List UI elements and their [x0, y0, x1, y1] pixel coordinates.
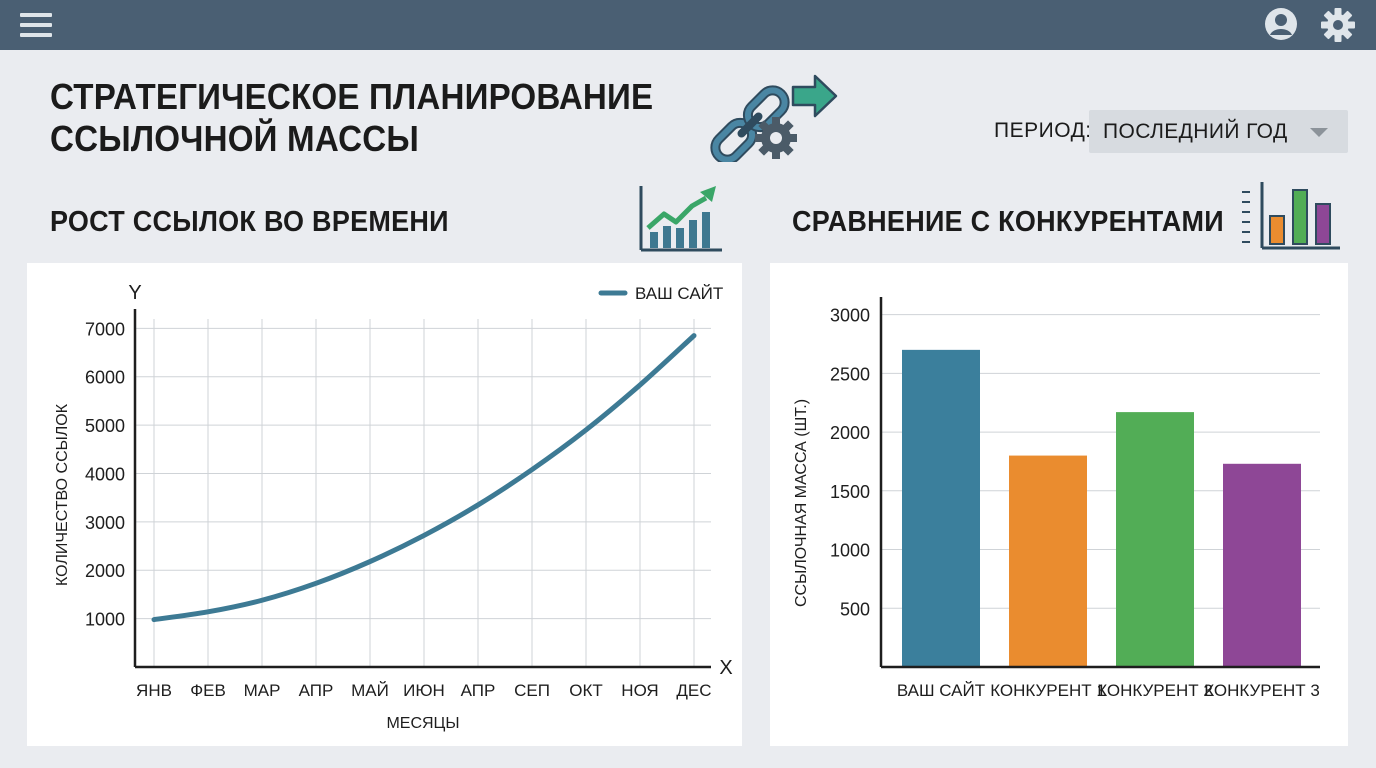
x-tick-label: ОКТ — [569, 681, 603, 700]
growth-chart-panel: 1000 2000 3000 4000 5000 6000 7000 ЯНВ ФЕВ МАР АП… — [27, 263, 742, 746]
y-tick-label: 2000 — [85, 561, 125, 581]
bars — [902, 349, 1301, 667]
comparison-chart-panel: 500 1000 1500 2000 2500 3000 ВАШ САЙТ КОНКУРЕН… — [770, 263, 1348, 746]
comparison-section-title: СРАВНЕНИЕ С КОНКУРЕНТАМИ — [792, 206, 1224, 238]
x-tick-label: ФЕВ — [190, 681, 226, 700]
growth-section-title: РОСТ ССЫЛОК ВО ВРЕМЕНИ — [50, 206, 449, 238]
y-tick-labels: 1000 2000 3000 4000 5000 6000 7000 — [85, 319, 125, 629]
y-tick-label: 1500 — [830, 482, 870, 502]
top-bar — [0, 0, 1376, 50]
x-tick-label: ВАШ САЙТ — [897, 681, 985, 700]
x-tick-label: АПР — [299, 681, 334, 700]
y-tick-label: 3000 — [830, 306, 870, 326]
y-tick-label: 3000 — [85, 513, 125, 533]
y-tick-label: 5000 — [85, 416, 125, 436]
page-title: СТРАТЕГИЧЕСКОЕ ПЛАНИРОВАНИЕ ССЫЛОЧНОЙ МА… — [50, 76, 657, 160]
period-value: ПОСЛЕДНИЙ ГОД — [1103, 120, 1288, 143]
x-axis-label: МЕСЯЦЫ — [386, 715, 459, 732]
y-tick-label: 2000 — [830, 423, 870, 443]
x-tick-label: ИЮН — [403, 681, 445, 700]
chart-grid — [135, 319, 711, 667]
y-axis-letter: Y — [128, 282, 141, 304]
page-title-line-2: ССЫЛОЧНОЙ МАССЫ — [50, 118, 419, 159]
bar-chart-icon — [1242, 182, 1340, 250]
x-tick-label: КОНКУРЕНТ 3 — [1204, 681, 1320, 700]
y-tick-label: 6000 — [85, 368, 125, 388]
x-tick-label: СЕП — [514, 681, 550, 700]
menu-icon[interactable] — [20, 12, 52, 38]
period-select[interactable]: ПОСЛЕДНИЙ ГОД — [1089, 110, 1348, 153]
small-gear-icon — [755, 117, 797, 159]
gear-icon[interactable] — [1320, 7, 1356, 43]
x-tick-labels: ЯНВ ФЕВ МАР АПР МАЙ ИЮН АПР СЕП ОКТ НОЯ ДЕС — [136, 681, 712, 700]
x-tick-label: АПР — [461, 681, 496, 700]
period-label: ПЕРИОД: — [994, 119, 1092, 142]
y-tick-label: 7000 — [85, 319, 125, 339]
growth-line-chart: 1000 2000 3000 4000 5000 6000 7000 ЯНВ ФЕВ МАР АП… — [54, 282, 733, 732]
link-chain-icon — [710, 74, 838, 162]
legend-label: ВАШ САЙТ — [635, 284, 723, 303]
page-title-line-1: СТРАТЕГИЧЕСКОЕ ПЛАНИРОВАНИЕ — [50, 76, 654, 117]
y-tick-label: 4000 — [85, 464, 125, 484]
chevron-down-icon — [1310, 128, 1328, 137]
bar-1 — [902, 349, 980, 667]
y-tick-label: 2500 — [830, 364, 870, 384]
bar-4 — [1223, 463, 1301, 667]
y-axis-label: ССЫЛОЧНАЯ МАССА (ШТ.) — [793, 399, 810, 607]
x-tick-label: ЯНВ — [136, 681, 172, 700]
series-line-your-site — [151, 333, 697, 623]
y-tick-label: 1000 — [830, 541, 870, 561]
x-tick-label: НОЯ — [621, 681, 658, 700]
x-tick-label: ДЕС — [676, 681, 711, 700]
y-tick-label: 1000 — [85, 610, 125, 630]
comparison-bar-chart: 500 1000 1500 2000 2500 3000 ВАШ САЙТ КОНКУРЕН… — [793, 297, 1320, 700]
bar-3 — [1116, 412, 1194, 667]
x-tick-label: МАР — [244, 681, 281, 700]
x-tick-label: КОНКУРЕНТ 2 — [1097, 681, 1213, 700]
user-icon[interactable] — [1264, 7, 1298, 41]
x-axis-letter: X — [719, 657, 732, 679]
y-tick-label: 500 — [840, 599, 870, 619]
y-tick-labels: 500 1000 1500 2000 2500 3000 — [830, 306, 870, 620]
bar-2 — [1009, 455, 1087, 667]
arrow-right-icon — [791, 74, 838, 118]
y-axis-label: КОЛИЧЕСТВО ССЫЛОК — [54, 403, 71, 586]
growth-chart-icon — [639, 186, 722, 252]
x-tick-label: КОНКУРЕНТ 1 — [990, 681, 1106, 700]
x-tick-label: МАЙ — [351, 681, 389, 700]
